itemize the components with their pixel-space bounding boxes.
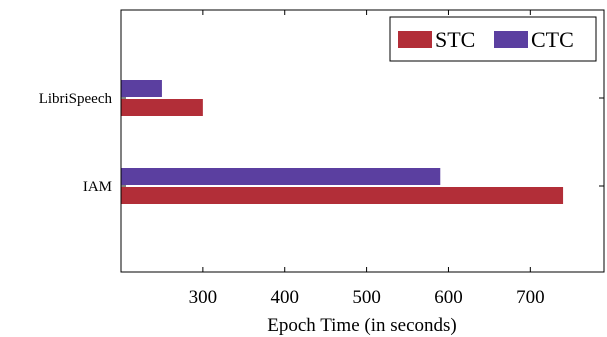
legend: STC CTC bbox=[389, 16, 597, 62]
x-tick-label: 700 bbox=[516, 287, 545, 308]
bar-ctc-librispeech bbox=[121, 80, 162, 97]
legend-label-ctc: CTC bbox=[531, 27, 574, 52]
y-axis-ticks: LibriSpeech IAM bbox=[39, 91, 604, 195]
legend-swatch-stc bbox=[398, 31, 432, 48]
x-tick-label: 400 bbox=[270, 287, 299, 308]
legend-label-stc: STC bbox=[435, 27, 475, 52]
x-tick-label: 300 bbox=[189, 287, 218, 308]
y-tick-label: LibriSpeech bbox=[39, 91, 113, 107]
x-tick-label: 600 bbox=[434, 287, 463, 308]
x-axis-ticks: 300 400 500 600 700 bbox=[189, 10, 545, 308]
plot-frame bbox=[120, 9, 605, 273]
bar-ctc-iam bbox=[121, 168, 441, 185]
x-axis-label: Epoch Time (in seconds) bbox=[267, 315, 456, 336]
bar-stc-librispeech bbox=[121, 99, 203, 116]
bar-stc-iam bbox=[121, 187, 564, 204]
y-tick-label: IAM bbox=[83, 179, 112, 195]
x-tick-label: 500 bbox=[352, 287, 381, 308]
legend-swatch-ctc bbox=[494, 31, 528, 48]
bars-layer bbox=[121, 80, 564, 204]
